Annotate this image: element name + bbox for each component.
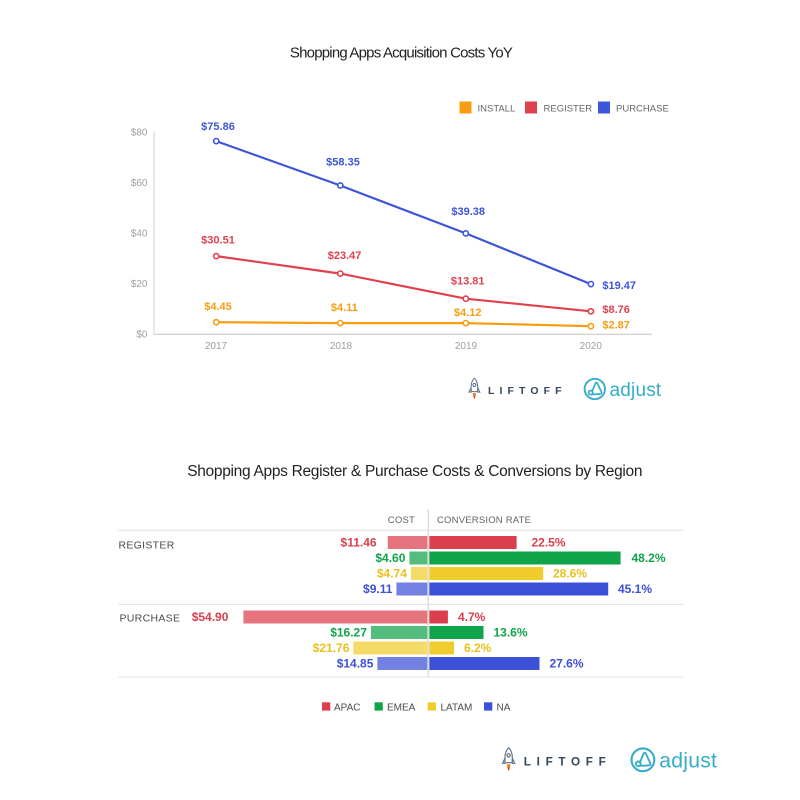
svg-text:48.2%: 48.2% [632, 551, 666, 565]
svg-text:2019: 2019 [455, 341, 478, 352]
svg-text:$19.47: $19.47 [602, 280, 636, 292]
svg-text:$4.74: $4.74 [377, 567, 407, 581]
svg-text:LATAM: LATAM [441, 703, 473, 714]
svg-text:Shopping Apps Acquisition Cost: Shopping Apps Acquisition Costs YoY [290, 45, 513, 62]
svg-text:$4.11: $4.11 [331, 302, 358, 314]
svg-text:$21.76: $21.76 [313, 641, 350, 655]
svg-text:CONVERSION RATE: CONVERSION RATE [437, 515, 531, 526]
svg-text:$11.46: $11.46 [341, 536, 377, 550]
svg-text:APAC: APAC [334, 703, 361, 714]
svg-text:NA: NA [497, 703, 511, 714]
svg-text:$60: $60 [131, 178, 148, 189]
svg-text:LIFTOFF: LIFTOFF [488, 385, 567, 397]
svg-text:REGISTER: REGISTER [119, 540, 175, 552]
svg-text:4.7%: 4.7% [458, 610, 486, 624]
svg-text:28.6%: 28.6% [553, 567, 587, 581]
svg-text:$16.27: $16.27 [330, 626, 367, 640]
svg-text:$2.87: $2.87 [602, 319, 630, 331]
svg-text:$14.85: $14.85 [337, 657, 374, 671]
svg-text:adjust: adjust [610, 380, 662, 401]
svg-text:$75.86: $75.86 [201, 121, 235, 133]
svg-text:PURCHASE: PURCHASE [616, 104, 669, 115]
svg-text:$9.11: $9.11 [363, 582, 393, 596]
svg-text:$80: $80 [131, 128, 148, 139]
svg-text:$54.90: $54.90 [192, 610, 229, 624]
svg-text:22.5%: 22.5% [532, 536, 566, 550]
svg-text:$40: $40 [131, 229, 148, 240]
svg-text:REGISTER: REGISTER [544, 104, 593, 115]
svg-text:27.6%: 27.6% [550, 657, 584, 671]
svg-text:$58.35: $58.35 [326, 156, 360, 168]
svg-text:$30.51: $30.51 [201, 235, 235, 247]
svg-text:2020: 2020 [580, 341, 603, 352]
svg-text:$4.45: $4.45 [204, 301, 232, 313]
svg-text:13.6%: 13.6% [494, 626, 528, 640]
svg-text:$4.60: $4.60 [375, 551, 405, 565]
svg-text:$39.38: $39.38 [451, 206, 485, 218]
svg-text:COST: COST [388, 515, 415, 526]
svg-text:45.1%: 45.1% [618, 582, 652, 596]
svg-text:$4.12: $4.12 [454, 307, 482, 319]
svg-text:$8.76: $8.76 [602, 304, 630, 316]
svg-text:$20: $20 [131, 279, 148, 290]
svg-text:INSTALL: INSTALL [478, 104, 516, 115]
svg-text:EMEA: EMEA [387, 703, 416, 714]
svg-text:$13.81: $13.81 [451, 275, 485, 287]
svg-text:2017: 2017 [205, 341, 228, 352]
svg-text:6.2%: 6.2% [464, 641, 492, 655]
svg-text:Shopping Apps Register & Purch: Shopping Apps Register & Purchase Costs … [187, 463, 642, 480]
svg-text:$23.47: $23.47 [328, 250, 362, 262]
svg-text:$0: $0 [136, 330, 148, 341]
svg-text:2018: 2018 [330, 341, 353, 352]
svg-text:PURCHASE: PURCHASE [120, 613, 181, 625]
